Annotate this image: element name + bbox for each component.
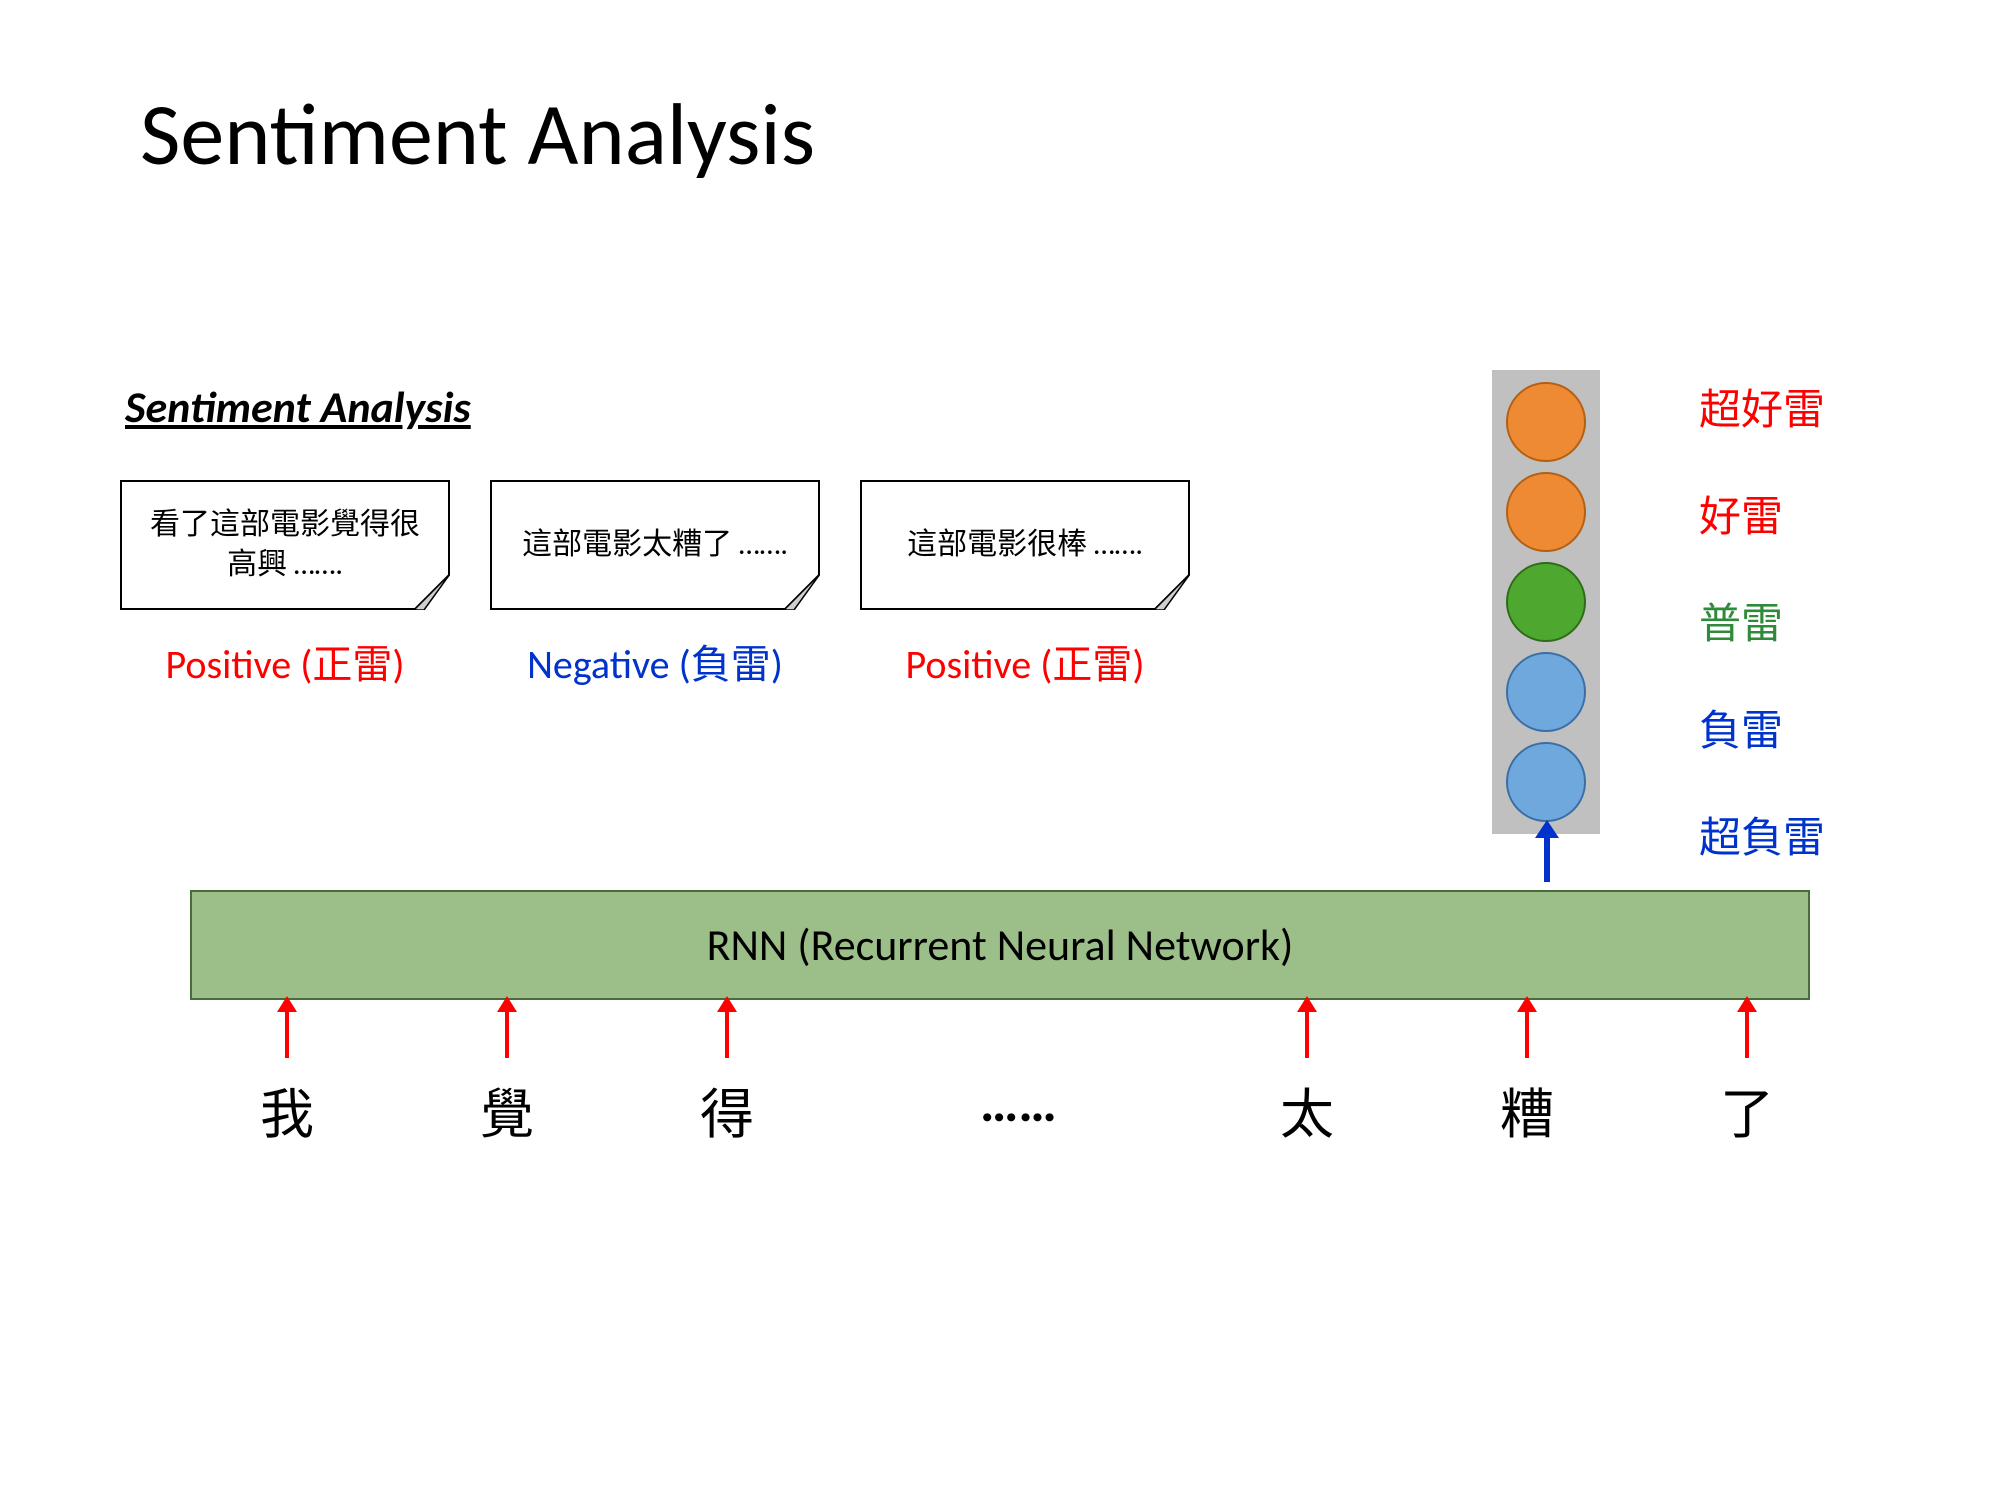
sentiment-output-stack xyxy=(1492,370,1600,834)
input-token-4: 太 xyxy=(1280,1010,1334,1149)
input-token-text: 了 xyxy=(1720,1070,1774,1149)
sentiment-circle-4 xyxy=(1506,742,1586,822)
input-token-text: …… xyxy=(980,1070,1057,1136)
sentiment-label-2: 普雷 xyxy=(1699,590,1825,651)
note-fold-icon xyxy=(1154,574,1190,610)
input-arrow-icon xyxy=(725,1010,729,1058)
input-token-text: 得 xyxy=(700,1070,754,1149)
input-arrow-icon xyxy=(285,1010,289,1058)
input-token-0: 我 xyxy=(260,1010,314,1149)
sentiment-label-4: 超負雷 xyxy=(1699,804,1825,865)
example-label: Negative (負雷) xyxy=(527,632,783,690)
examples-row: 看了這部電影覺得很高興 ……. Positive (正雷)這部電影太糟了 …….… xyxy=(120,480,1190,690)
input-token-2: 得 xyxy=(700,1010,754,1149)
example-label: Positive (正雷) xyxy=(166,632,405,690)
example-note: 看了這部電影覺得很高興 ……. xyxy=(120,480,450,610)
input-token-6: 了 xyxy=(1720,1010,1774,1149)
example-2: 這部電影很棒 ……. Positive (正雷) xyxy=(860,480,1190,690)
example-1: 這部電影太糟了 ……. Negative (負雷) xyxy=(490,480,820,690)
output-arrow xyxy=(1544,836,1550,882)
sentiment-label-0: 超好雷 xyxy=(1699,376,1825,437)
input-arrow-icon xyxy=(505,1010,509,1058)
sentiment-label-3: 負雷 xyxy=(1699,697,1825,758)
input-token-text: 太 xyxy=(1280,1070,1334,1149)
input-token-text: 覺 xyxy=(480,1070,534,1149)
rnn-box: RNN (Recurrent Neural Network) xyxy=(190,890,1810,1000)
input-arrow-icon xyxy=(1745,1010,1749,1058)
input-token-text: 糟 xyxy=(1500,1070,1554,1149)
note-fold-icon xyxy=(784,574,820,610)
input-token-1: 覺 xyxy=(480,1010,534,1149)
page-title: Sentiment Analysis xyxy=(140,80,815,188)
sentiment-circle-0 xyxy=(1506,382,1586,462)
note-fold-icon xyxy=(414,574,450,610)
example-note: 這部電影很棒 ……. xyxy=(860,480,1190,610)
sentiment-circle-3 xyxy=(1506,652,1586,732)
input-token-3: …… xyxy=(980,1010,1057,1136)
example-0: 看了這部電影覺得很高興 ……. Positive (正雷) xyxy=(120,480,450,690)
sentiment-circle-2 xyxy=(1506,562,1586,642)
input-arrow-icon xyxy=(1525,1010,1529,1058)
sentiment-label-1: 好雷 xyxy=(1699,483,1825,544)
input-arrow-icon xyxy=(1305,1010,1309,1058)
input-token-text: 我 xyxy=(260,1070,314,1149)
example-label: Positive (正雷) xyxy=(906,632,1145,690)
input-token-5: 糟 xyxy=(1500,1010,1554,1149)
sentiment-circle-1 xyxy=(1506,472,1586,552)
example-note: 這部電影太糟了 ……. xyxy=(490,480,820,610)
sentiment-labels: 超好雷好雷普雷負雷超負雷 xyxy=(1699,376,1825,865)
section-subtitle: Sentiment Analysis xyxy=(125,380,471,434)
